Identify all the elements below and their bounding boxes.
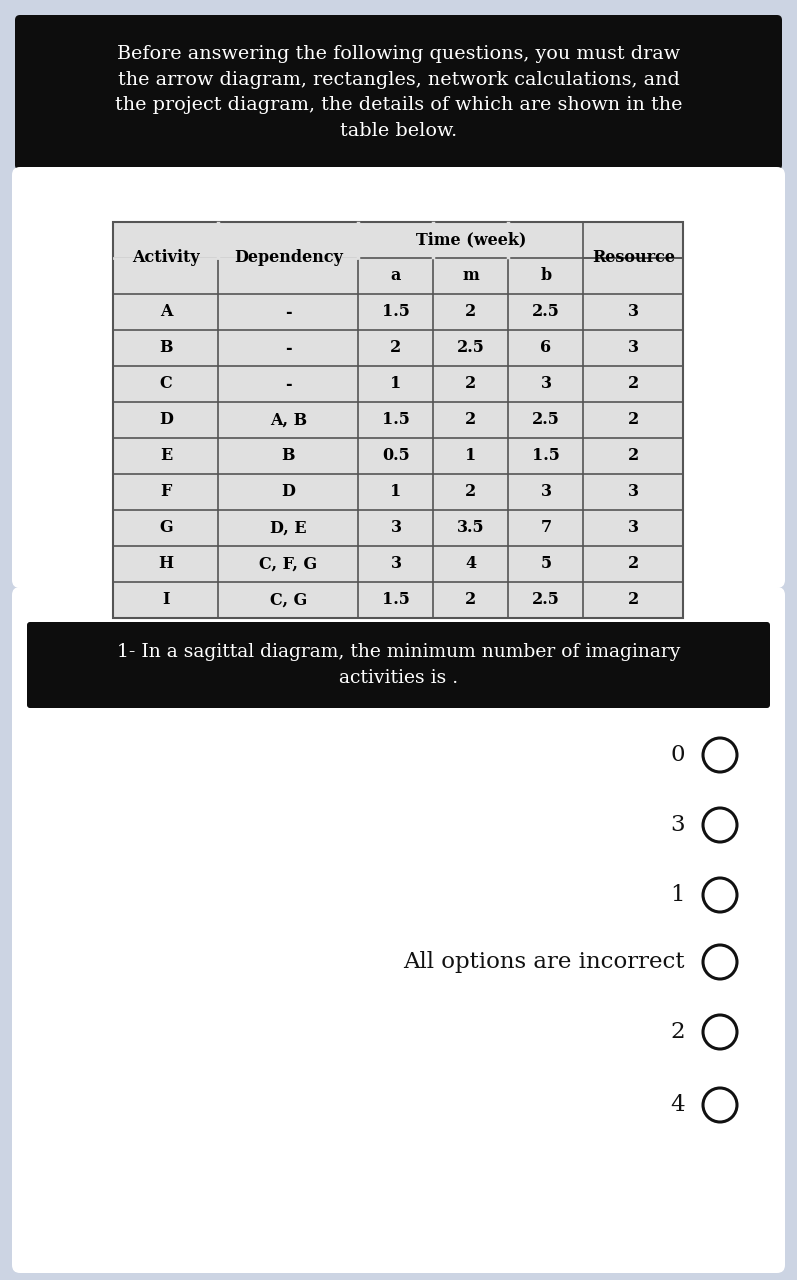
Text: 1.5: 1.5	[382, 303, 410, 320]
Text: 0.5: 0.5	[382, 448, 410, 465]
Circle shape	[703, 878, 737, 911]
Text: All options are incorrect: All options are incorrect	[403, 951, 685, 973]
Text: F: F	[160, 484, 171, 500]
Text: 6: 6	[540, 339, 552, 357]
Text: 2: 2	[465, 375, 477, 393]
Text: 3: 3	[391, 520, 402, 536]
Text: 3: 3	[540, 484, 552, 500]
Text: D: D	[281, 484, 296, 500]
Text: 2: 2	[465, 484, 477, 500]
Text: C: C	[159, 375, 172, 393]
Text: 1.5: 1.5	[382, 591, 410, 608]
Text: 2: 2	[465, 303, 477, 320]
Text: 1: 1	[391, 484, 402, 500]
Text: 2: 2	[628, 556, 639, 572]
Text: 0: 0	[670, 744, 685, 765]
Text: 2: 2	[628, 448, 639, 465]
FancyBboxPatch shape	[15, 15, 782, 170]
Text: 2.5: 2.5	[457, 339, 485, 357]
Text: 5: 5	[540, 556, 552, 572]
Text: D, E: D, E	[270, 520, 307, 536]
FancyBboxPatch shape	[12, 166, 785, 588]
Text: B: B	[282, 448, 295, 465]
Text: a: a	[391, 268, 401, 284]
Text: 3.5: 3.5	[457, 520, 485, 536]
Text: 2: 2	[391, 339, 402, 357]
Text: G: G	[159, 520, 173, 536]
Text: 7: 7	[540, 520, 552, 536]
FancyBboxPatch shape	[27, 622, 770, 708]
Text: 2: 2	[628, 411, 639, 429]
Text: 3: 3	[628, 303, 639, 320]
Text: 2: 2	[465, 411, 477, 429]
Text: -: -	[285, 303, 292, 320]
Text: 2: 2	[465, 591, 477, 608]
Text: Dependency: Dependency	[234, 250, 343, 266]
Text: -: -	[285, 375, 292, 393]
FancyBboxPatch shape	[113, 221, 684, 618]
Text: H: H	[159, 556, 174, 572]
Text: B: B	[159, 339, 173, 357]
Text: 2: 2	[628, 375, 639, 393]
Text: 4: 4	[465, 556, 477, 572]
Text: 1- In a sagittal diagram, the minimum number of imaginary
activities is .: 1- In a sagittal diagram, the minimum nu…	[117, 643, 680, 687]
Text: 3: 3	[670, 814, 685, 836]
Circle shape	[703, 808, 737, 842]
Text: C, G: C, G	[270, 591, 307, 608]
Text: C, F, G: C, F, G	[260, 556, 317, 572]
Circle shape	[703, 1088, 737, 1123]
Text: I: I	[163, 591, 170, 608]
Text: 3: 3	[391, 556, 402, 572]
Text: Time (week): Time (week)	[416, 232, 526, 248]
Text: 2.5: 2.5	[532, 411, 560, 429]
Text: 1: 1	[670, 884, 685, 906]
Circle shape	[703, 945, 737, 979]
Circle shape	[703, 1015, 737, 1050]
Text: D: D	[159, 411, 173, 429]
Text: 3: 3	[540, 375, 552, 393]
Text: 3: 3	[628, 339, 639, 357]
Text: A, B: A, B	[270, 411, 307, 429]
Text: -: -	[285, 339, 292, 357]
Text: 3: 3	[628, 484, 639, 500]
FancyBboxPatch shape	[12, 588, 785, 1274]
Text: m: m	[462, 268, 479, 284]
Text: 2: 2	[628, 591, 639, 608]
Text: Resource: Resource	[592, 250, 675, 266]
Text: 1: 1	[391, 375, 402, 393]
Text: 2.5: 2.5	[532, 303, 560, 320]
Text: A: A	[159, 303, 172, 320]
Text: Before answering the following questions, you must draw
the arrow diagram, recta: Before answering the following questions…	[115, 45, 682, 140]
Circle shape	[703, 739, 737, 772]
Text: b: b	[540, 268, 552, 284]
Text: 1.5: 1.5	[382, 411, 410, 429]
Text: 4: 4	[670, 1094, 685, 1116]
Text: 3: 3	[628, 520, 639, 536]
Text: 2.5: 2.5	[532, 591, 560, 608]
Text: 1: 1	[465, 448, 477, 465]
Text: Activity: Activity	[132, 250, 200, 266]
Text: E: E	[160, 448, 172, 465]
Text: 1.5: 1.5	[532, 448, 560, 465]
Text: 2: 2	[670, 1021, 685, 1043]
